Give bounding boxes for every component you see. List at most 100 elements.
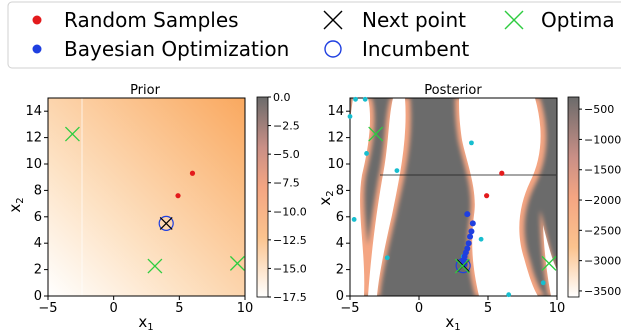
posterior-xtick-label: 5 xyxy=(484,301,492,316)
posterior-other-sample-point xyxy=(478,236,484,242)
prior-frame xyxy=(47,97,246,297)
prior-optimum-marker xyxy=(229,255,245,271)
prior-colorbar-tick-label: −10.0 xyxy=(273,205,307,218)
prior-ytick-label: 14 xyxy=(25,104,42,119)
prior-colorbar-tick-label: −17.5 xyxy=(273,291,307,304)
posterior-incumbent-marker xyxy=(455,258,471,274)
posterior-optimum-marker xyxy=(541,255,557,271)
posterior-ytick-label: 10 xyxy=(327,157,344,172)
legend-label-next-point: Next point xyxy=(362,8,466,32)
posterior-other-sample-point xyxy=(384,255,390,261)
posterior-other-sample-point xyxy=(364,151,369,156)
prior-colorbar-tick-label: −5.0 xyxy=(273,148,300,161)
posterior-colorbar-tick-label: −1000 xyxy=(584,133,621,146)
posterior-ytick-label: 12 xyxy=(327,131,344,146)
prior-colorbar xyxy=(256,96,269,298)
posterior-marks xyxy=(347,96,557,298)
prior-colorbar-ticks: 0.0 −2.5 −5.0 −7.5 −10.0 −12.5 −15.0 −17.5 xyxy=(268,91,307,304)
legend-marker-random-samples xyxy=(32,15,42,25)
prior-incumbent-marker xyxy=(158,215,174,231)
posterior-random-sample-point xyxy=(484,193,490,199)
legend-marker-bayesian-optimization xyxy=(32,44,42,54)
posterior-optimum-marker xyxy=(368,126,384,142)
prior-ytick-label: 2 xyxy=(34,263,42,278)
prior-ytick-label: 4 xyxy=(34,236,42,251)
prior-xlabel: x1 xyxy=(138,313,153,330)
posterior-colorbar-tick-label: −2000 xyxy=(584,194,621,207)
posterior-colorbar-tick-label: −500 xyxy=(584,103,614,116)
posterior-colorbar xyxy=(567,96,580,298)
prior-heatmap xyxy=(48,98,245,296)
posterior-colorbar-ticks: −500 −1000 −1500 −2000 −2500 −3000 −3500 xyxy=(579,103,621,298)
prior-ytick-label: 6 xyxy=(34,210,42,225)
posterior-xlabel: x1 xyxy=(445,313,460,330)
posterior-xtick-label: −5 xyxy=(340,301,359,316)
prior-xtick-label: 10 xyxy=(237,301,254,316)
prior-marks xyxy=(64,126,245,274)
posterior-bayesian-optimization-point xyxy=(465,240,472,247)
posterior-xtick-label: 10 xyxy=(549,301,566,316)
posterior-ylabel: x2 xyxy=(316,190,336,205)
legend-label-optima: Optima xyxy=(541,8,615,32)
posterior-bayesian-optimization-point xyxy=(469,220,476,227)
posterior-other-sample-point xyxy=(347,114,353,119)
prior-random-sample-point xyxy=(175,193,181,199)
posterior-other-sample-point xyxy=(351,217,357,222)
prior-ytick-label: 12 xyxy=(25,131,42,146)
prior-colorbar-tick-label: −12.5 xyxy=(273,234,307,247)
prior-random-sample-point xyxy=(189,170,196,176)
prior-xtick-label: −5 xyxy=(38,301,57,316)
posterior-ytick-label: 6 xyxy=(336,210,344,225)
posterior-other-sample-point xyxy=(469,140,474,146)
posterior-other-sample-point xyxy=(394,168,400,174)
prior-colorbar-tick-label: 0.0 xyxy=(273,91,291,104)
posterior-ytick-label: 2 xyxy=(336,263,344,278)
posterior-other-sample-point xyxy=(362,96,368,102)
posterior-heatmap xyxy=(350,98,557,296)
posterior-ytick-label: 8 xyxy=(336,183,344,198)
prior-next-point-marker xyxy=(159,216,173,230)
posterior-ytick-label: 14 xyxy=(327,104,344,119)
posterior-colorbar-tick-label: −3500 xyxy=(584,285,621,298)
posterior-bayesian-optimization-point xyxy=(464,211,471,218)
posterior-xtick-label: 0 xyxy=(415,301,423,316)
posterior-colorbar-tick-label: −1500 xyxy=(584,164,621,177)
posterior-colorbar-tick-label: −2500 xyxy=(584,224,621,237)
posterior-title: Posterior xyxy=(424,83,482,98)
legend-label-bayesian-optimization: Bayesian Optimization xyxy=(64,37,289,61)
posterior-bayesian-optimization-point xyxy=(467,233,474,240)
legend-marker-optima xyxy=(504,10,524,30)
posterior-other-sample-point xyxy=(353,96,358,102)
legend-marker-next-point xyxy=(323,10,343,30)
legend-marker-incumbent xyxy=(324,40,342,58)
posterior-bayesian-optimization-point xyxy=(468,228,475,235)
prior-xtick-label: 0 xyxy=(110,301,118,316)
prior-ytick-label: 0 xyxy=(34,289,42,304)
prior-colorbar-tick-label: −7.5 xyxy=(273,177,300,190)
posterior-ytick-label: 0 xyxy=(336,289,344,304)
prior-optimum-marker xyxy=(147,258,163,274)
prior-title: Prior xyxy=(130,83,161,98)
prior-colorbar-tick-label: −2.5 xyxy=(273,120,300,133)
legend-label-random-samples: Random Samples xyxy=(64,8,239,32)
posterior-ytick-label: 4 xyxy=(336,236,344,251)
posterior-colorbar-tick-label: −3000 xyxy=(584,255,621,268)
posterior-other-sample-point xyxy=(540,280,546,286)
prior-xtick-label: 5 xyxy=(175,301,183,316)
prior-ytick-label: 10 xyxy=(25,157,42,172)
posterior-optimum-marker xyxy=(454,258,470,274)
posterior-other-sample-point xyxy=(506,292,512,298)
prior-ylabel: x2 xyxy=(6,197,26,212)
posterior-random-sample-point xyxy=(499,170,505,176)
prior-optimum-marker xyxy=(64,126,80,142)
prior-colorbar-tick-label: −15.0 xyxy=(273,262,307,275)
legend: Random Samples Bayesian Optimization Nex… xyxy=(7,1,621,69)
posterior-frame xyxy=(349,97,558,297)
legend-label-incumbent: Incumbent xyxy=(362,37,469,61)
prior-ytick-label: 8 xyxy=(34,183,42,198)
